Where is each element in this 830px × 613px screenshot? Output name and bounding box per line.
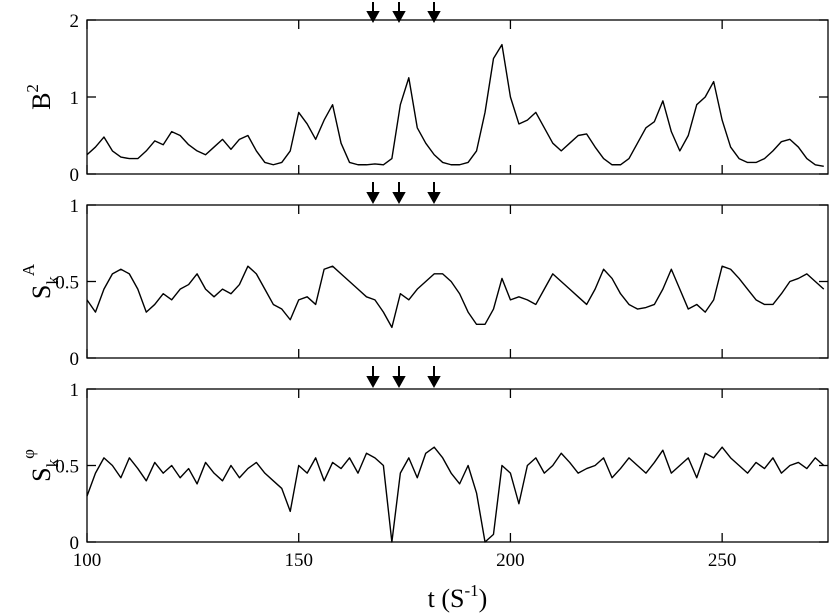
y-tick-label: 1: [70, 380, 80, 401]
x-tick-label: 150: [284, 550, 313, 571]
x-label-sup: -1: [465, 581, 479, 600]
x-tick-label: 100: [73, 550, 102, 571]
x-axis-label: t (S-1): [428, 581, 488, 613]
plot-frame: [86, 204, 829, 359]
y-tick-label: 2: [70, 11, 80, 32]
y-label-main: S: [27, 467, 56, 481]
y-tick-label: 0.5: [55, 273, 79, 294]
y-label-main: B: [27, 93, 56, 110]
y-label-sup: φ: [19, 449, 38, 459]
y-label-sup: A: [19, 263, 38, 276]
plot-frame: [86, 388, 829, 543]
x-label-end: ): [479, 584, 488, 613]
y-tick-label: 0: [70, 165, 80, 186]
data-line: [86, 446, 825, 543]
event-arrows: [366, 2, 441, 389]
y-label-sub: k: [43, 458, 62, 467]
x-tick-label: 250: [708, 550, 737, 571]
data-line: [86, 43, 824, 167]
x-tick-label: 200: [496, 550, 525, 571]
y-tick-label: 0: [70, 349, 80, 370]
y-label-sub: k: [43, 276, 62, 285]
data-line: [86, 265, 825, 329]
y-label-sup: 2: [23, 84, 42, 93]
y-tick-label: 0.5: [55, 457, 79, 478]
y-axis-label: B2: [23, 84, 56, 110]
x-label-main: t (S: [428, 584, 465, 613]
y-label-main: S: [27, 285, 56, 299]
y-tick-label: 0: [70, 533, 80, 554]
y-tick-label: 1: [70, 196, 80, 217]
y-tick-label: 1: [70, 88, 80, 109]
y-axis-label: SkA: [19, 263, 62, 299]
y-axis-label: Skφ: [19, 449, 62, 482]
